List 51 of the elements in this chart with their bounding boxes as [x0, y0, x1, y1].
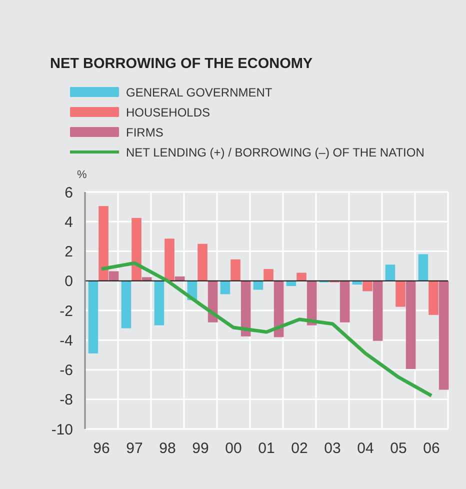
- y-tick-label: 0: [64, 273, 73, 290]
- x-tick-label: 00: [225, 440, 242, 457]
- x-tick-label: 98: [159, 440, 176, 457]
- bar: [372, 280, 383, 341]
- bar: [406, 280, 416, 370]
- y-tick-label: -6: [60, 362, 73, 379]
- y-tick-label: -4: [60, 332, 73, 350]
- bar: [438, 280, 449, 390]
- x-tick-label: 03: [324, 440, 341, 457]
- bar: [132, 218, 142, 281]
- y-tick-label: -10: [51, 421, 73, 438]
- bar: [240, 280, 251, 336]
- bar: [121, 280, 132, 328]
- bar: [164, 238, 174, 281]
- x-tick-label: 06: [423, 440, 440, 457]
- bar: [396, 280, 406, 307]
- x-tick-label: 04: [357, 440, 374, 457]
- bar: [230, 259, 240, 281]
- bar: [385, 264, 396, 281]
- chart-title: NET BORROWING OF THE ECONOMY: [50, 56, 313, 72]
- x-tick-label: 97: [126, 440, 143, 457]
- x-tick-label: 01: [258, 440, 275, 457]
- bar: [108, 271, 119, 281]
- bar: [98, 206, 108, 281]
- bar: [428, 280, 438, 315]
- x-tick-label: 99: [192, 440, 209, 457]
- bar: [362, 280, 372, 292]
- bar: [296, 272, 306, 281]
- bar: [198, 244, 208, 281]
- y-tick-label: 6: [64, 184, 73, 202]
- y-tick-label: -8: [60, 392, 73, 409]
- y-axis-title: %: [77, 169, 87, 181]
- bar: [264, 269, 274, 281]
- legend-label: NET LENDING (+) / BORROWING (–) OF THE NATION: [126, 146, 424, 160]
- bar: [220, 280, 230, 294]
- bar: [418, 254, 428, 281]
- bar: [253, 280, 264, 290]
- legend-label: HOUSEHOLDS: [126, 106, 210, 120]
- bar: [88, 280, 98, 354]
- legend-label: GENERAL GOVERNMENT: [126, 86, 273, 100]
- bar: [142, 277, 152, 281]
- x-tick-label: 96: [93, 440, 110, 457]
- y-tick-label: -2: [60, 302, 73, 320]
- x-tick-label: 02: [291, 440, 308, 457]
- y-tick-label: 2: [64, 244, 73, 260]
- bar: [340, 280, 350, 322]
- bar: [154, 280, 164, 326]
- legend-label: FIRMS: [126, 126, 164, 140]
- line-series: [100, 261, 434, 398]
- y-tick-label: 4: [64, 214, 73, 231]
- x-tick-label: 05: [390, 440, 407, 457]
